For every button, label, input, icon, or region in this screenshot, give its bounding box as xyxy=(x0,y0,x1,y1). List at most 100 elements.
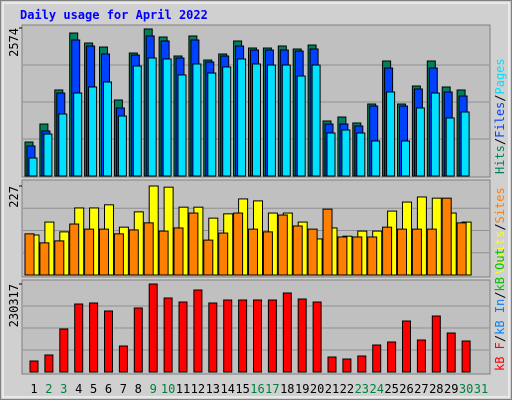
legend-entry: Visits xyxy=(493,231,507,274)
bar xyxy=(143,222,154,276)
bar xyxy=(387,341,397,373)
bar xyxy=(24,233,35,276)
bar xyxy=(296,75,306,177)
bar xyxy=(133,307,143,373)
bar xyxy=(158,230,169,276)
bar xyxy=(322,208,333,276)
y-tick-label: 227 xyxy=(7,186,21,208)
x-tick-label: 8 xyxy=(135,382,142,396)
legend-entry: Pages xyxy=(493,58,507,94)
bar xyxy=(178,301,188,373)
bar xyxy=(367,236,378,276)
bar xyxy=(402,320,411,373)
bar xyxy=(88,86,98,177)
bar xyxy=(117,115,127,177)
bar xyxy=(371,140,381,177)
x-tick-label: 20 xyxy=(310,382,324,396)
bar xyxy=(372,344,382,373)
bar xyxy=(103,81,112,177)
bar xyxy=(337,236,348,276)
bar xyxy=(352,236,363,276)
x-tick-label: 22 xyxy=(340,382,354,396)
bar xyxy=(128,229,139,276)
bar xyxy=(39,242,50,276)
bar xyxy=(356,132,366,177)
bar xyxy=(163,297,173,373)
x-tick-label: 27 xyxy=(414,382,428,396)
bar xyxy=(59,328,69,373)
legend-entry: Files xyxy=(493,102,507,138)
bar xyxy=(177,74,187,177)
bar xyxy=(89,302,99,373)
bar xyxy=(147,57,157,177)
bar xyxy=(222,66,232,177)
x-tick-label: 6 xyxy=(105,382,112,396)
bar xyxy=(397,228,407,276)
bar xyxy=(461,340,471,373)
bar xyxy=(311,64,321,177)
legend-separator: / xyxy=(493,223,507,230)
bar xyxy=(74,303,84,373)
bar xyxy=(382,226,393,276)
bar xyxy=(99,228,109,276)
bar xyxy=(203,239,214,276)
bar xyxy=(253,299,262,373)
x-tick-label: 12 xyxy=(191,382,205,396)
legend-entry: kB In xyxy=(493,299,507,335)
bar xyxy=(386,91,396,177)
legend-separator: / xyxy=(493,335,507,342)
bar xyxy=(208,302,218,373)
legend: Hits/Files/Pages xyxy=(493,58,507,174)
x-tick-label: 15 xyxy=(235,382,249,396)
x-tick-label: 9 xyxy=(150,382,157,396)
x-tick-label: 25 xyxy=(384,382,398,396)
x-tick-label: 17 xyxy=(265,382,279,396)
bar xyxy=(327,356,337,373)
x-tick-label: 28 xyxy=(429,382,443,396)
x-tick-label: 7 xyxy=(120,382,127,396)
bar xyxy=(238,299,248,373)
x-tick-label: 31 xyxy=(474,382,488,396)
bar xyxy=(84,228,95,276)
bar xyxy=(132,65,142,177)
bar xyxy=(416,339,426,373)
bar xyxy=(58,113,68,177)
bar xyxy=(312,301,322,373)
bar xyxy=(29,360,39,373)
bar xyxy=(162,58,172,177)
y-tick-label: 230317 xyxy=(7,284,21,327)
bar xyxy=(401,140,410,177)
bar xyxy=(54,240,65,276)
bar xyxy=(341,129,351,177)
bar xyxy=(173,227,184,276)
bar xyxy=(326,132,336,177)
legend: Visits/Sites xyxy=(493,187,507,274)
bar xyxy=(430,92,440,177)
x-tick-label: 18 xyxy=(280,382,294,396)
legend: kB F/kB In/kB Out xyxy=(493,248,507,371)
bar xyxy=(43,133,53,177)
bar xyxy=(188,212,199,276)
bar xyxy=(282,292,292,373)
bar xyxy=(415,107,425,177)
bar xyxy=(456,222,467,276)
bar xyxy=(266,64,276,177)
bar xyxy=(69,223,80,276)
bar xyxy=(307,228,318,276)
legend-separator: / xyxy=(493,292,507,299)
bar xyxy=(277,214,288,276)
bar xyxy=(426,228,437,276)
x-tick-label: 2 xyxy=(45,382,52,396)
bar xyxy=(233,212,244,276)
y-tick-label: 2574 xyxy=(7,28,21,57)
x-tick-label: 16 xyxy=(250,382,264,396)
x-tick-label: 4 xyxy=(75,382,82,396)
bar xyxy=(104,310,113,373)
bar xyxy=(446,332,456,373)
bar xyxy=(281,64,291,177)
x-tick-label: 23 xyxy=(355,382,369,396)
bar xyxy=(193,289,203,373)
